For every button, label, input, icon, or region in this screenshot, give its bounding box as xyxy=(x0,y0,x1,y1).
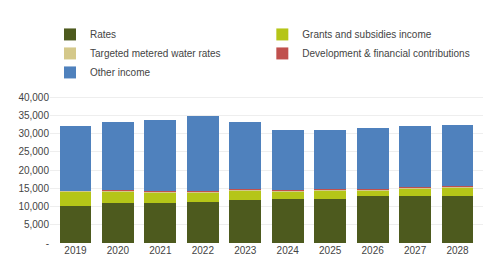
svg-text:Other income: Other income xyxy=(90,67,150,78)
svg-text:2022: 2022 xyxy=(192,245,215,256)
svg-text:20,000: 20,000 xyxy=(18,165,49,176)
svg-text:25,000: 25,000 xyxy=(18,146,49,157)
svg-text:2023: 2023 xyxy=(234,245,257,256)
svg-text:2026: 2026 xyxy=(362,245,385,256)
svg-text:30,000: 30,000 xyxy=(18,128,49,139)
svg-text:35,000: 35,000 xyxy=(18,110,49,121)
svg-text:2027: 2027 xyxy=(404,245,427,256)
svg-text:40,000: 40,000 xyxy=(18,92,49,103)
svg-text:5,000: 5,000 xyxy=(24,219,49,230)
svg-text:15,000: 15,000 xyxy=(18,183,49,194)
svg-text:Targeted metered water rates: Targeted metered water rates xyxy=(90,48,221,59)
svg-text:-: - xyxy=(46,238,49,249)
svg-text:Development & financial contri: Development & financial contributions xyxy=(302,48,469,59)
svg-text:Rates: Rates xyxy=(90,29,116,40)
svg-text:2024: 2024 xyxy=(277,245,300,256)
svg-text:2025: 2025 xyxy=(319,245,342,256)
svg-text:2028: 2028 xyxy=(446,245,469,256)
svg-text:10,000: 10,000 xyxy=(18,201,49,212)
svg-text:2021: 2021 xyxy=(149,245,172,256)
svg-text:2020: 2020 xyxy=(107,245,130,256)
svg-text:Grants and subsidies income: Grants and subsidies income xyxy=(302,29,431,40)
svg-text:2019: 2019 xyxy=(64,245,87,256)
